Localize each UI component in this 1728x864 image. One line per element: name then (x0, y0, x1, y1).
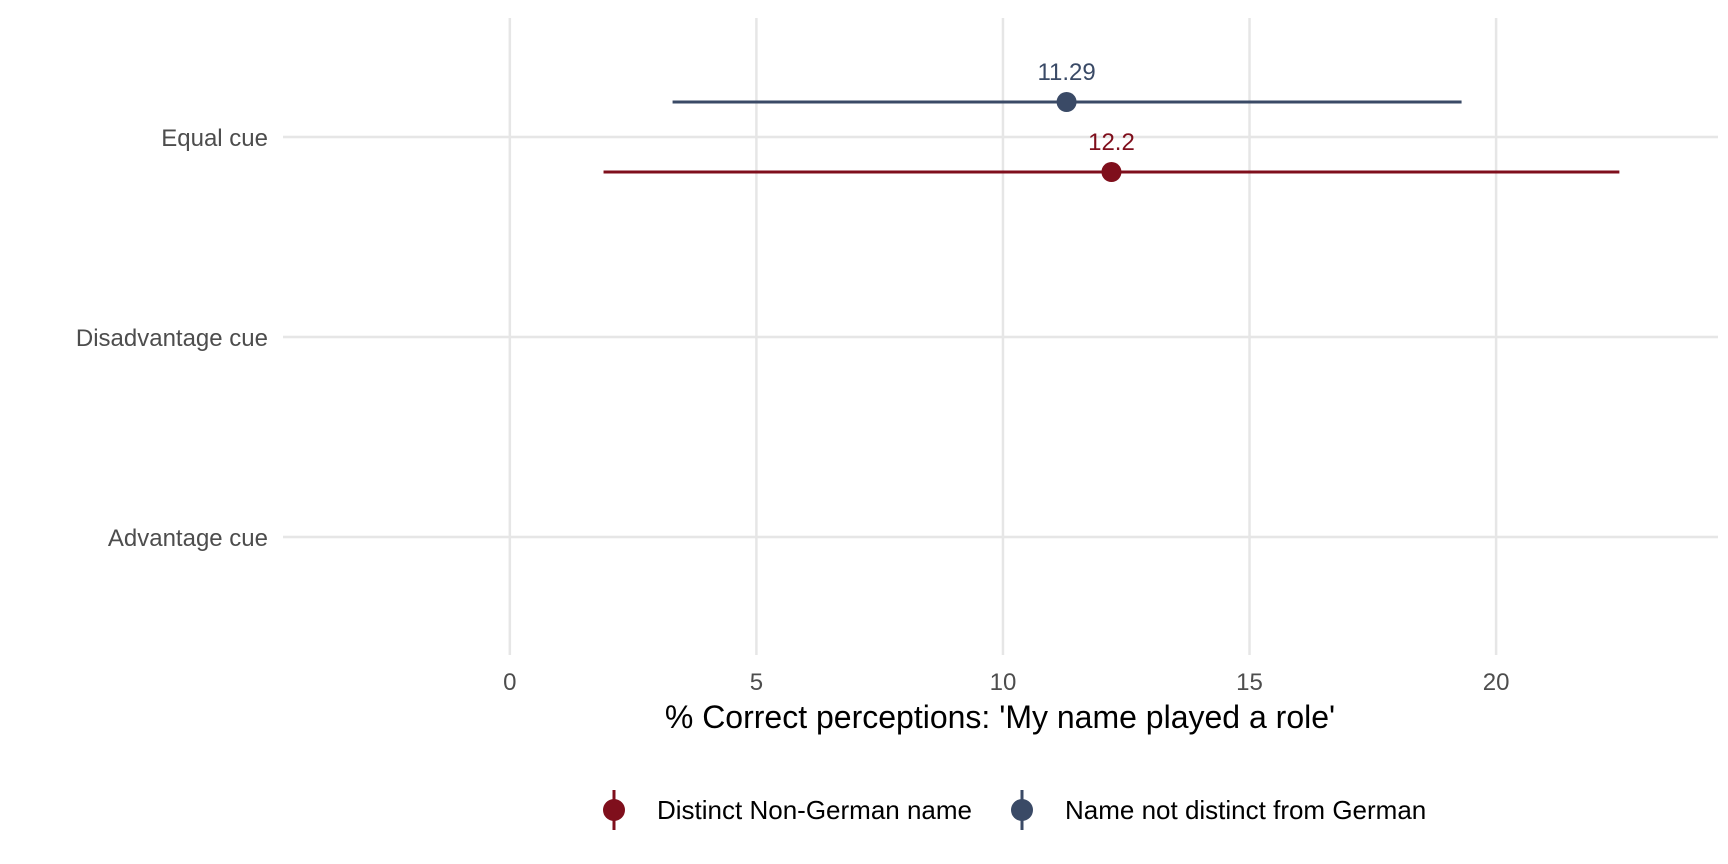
legend-key-point (1011, 799, 1033, 821)
legend-label: Distinct Non-German name (657, 795, 972, 825)
legend-key-point (603, 799, 625, 821)
x-tick-label: 10 (990, 669, 1017, 696)
y-tick-label: Advantage cue (108, 525, 268, 552)
x-tick-label: 15 (1236, 669, 1263, 696)
x-tick-label: 20 (1483, 669, 1510, 696)
data-point (1056, 92, 1077, 112)
legend-label: Name not distinct from German (1065, 795, 1426, 825)
series-marks: 12.2 11.29 (603, 59, 1620, 182)
axes: 0 5 10 15 20 Equal cue Disadvantage cue Advanta… (76, 125, 1510, 696)
x-axis-title: % Correct perceptions: 'My name played a… (665, 699, 1335, 735)
legend: Distinct Non-German name Name not distinc… (603, 790, 1426, 830)
grid-lines (283, 18, 1718, 655)
x-tick-label: 5 (750, 669, 763, 696)
data-label: 11.29 (1037, 59, 1095, 86)
data-label: 12.2 (1088, 129, 1135, 156)
y-tick-label: Equal cue (161, 125, 268, 152)
data-point (1101, 162, 1122, 182)
x-tick-label: 0 (503, 669, 516, 696)
y-tick-label: Disadvantage cue (76, 325, 268, 352)
